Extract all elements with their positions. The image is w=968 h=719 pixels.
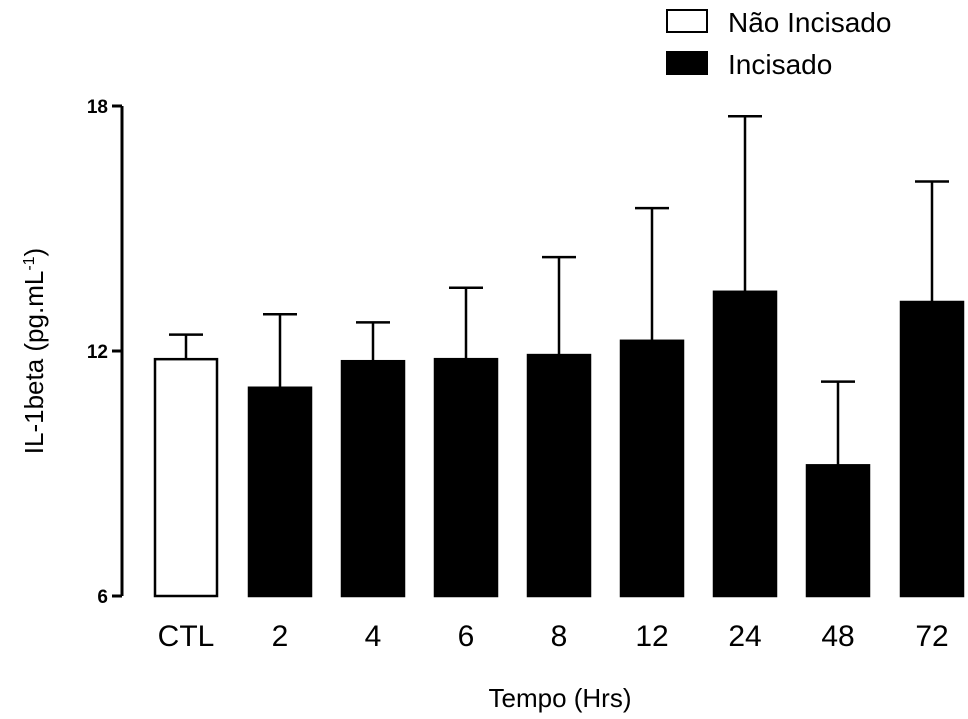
x-axis-title: Tempo (Hrs)	[488, 683, 631, 713]
x-tick-labels: CTL 2 4 6 8 12 24 48 72	[158, 620, 949, 653]
x-tick-label-48: 48	[821, 620, 854, 653]
x-tick-label-2: 2	[272, 620, 289, 653]
legend: Não Incisado Incisado	[666, 7, 891, 80]
y-axis-title-base: IL-1beta (pg.mL	[19, 271, 49, 455]
y-tick-label-12: 12	[87, 342, 108, 363]
bar-6	[433, 357, 499, 598]
legend-swatch-nao-incisado	[666, 9, 708, 33]
y-ticks-group: 6 12 18	[87, 97, 122, 608]
y-axis-title-superscript: -1	[21, 256, 38, 270]
bar-ctl	[153, 357, 219, 598]
legend-label-incisado: Incisado	[728, 49, 832, 80]
bar-4	[340, 359, 406, 598]
bar-72	[899, 300, 965, 598]
y-tick-label-6: 6	[97, 587, 108, 608]
y-axis-title-close: )	[19, 248, 49, 257]
bar-24	[712, 290, 778, 598]
bar-12	[619, 339, 685, 598]
legend-label-nao-incisado: Não Incisado	[728, 7, 891, 38]
y-tick-label-18: 18	[87, 97, 108, 118]
bar-2	[247, 386, 313, 598]
x-tick-label-ctl: CTL	[158, 620, 215, 653]
error-bars-group	[169, 114, 949, 466]
x-tick-label-24: 24	[728, 620, 761, 653]
x-tick-label-12: 12	[635, 620, 668, 653]
bar-48	[805, 464, 871, 598]
y-axis-title: IL-1beta (pg.mL-1)	[19, 248, 49, 454]
bar-8	[526, 353, 592, 598]
x-tick-label-8: 8	[551, 620, 568, 653]
x-tick-label-6: 6	[458, 620, 475, 653]
x-tick-label-4: 4	[365, 620, 382, 653]
x-tick-label-72: 72	[915, 620, 948, 653]
legend-swatch-incisado	[666, 51, 708, 75]
